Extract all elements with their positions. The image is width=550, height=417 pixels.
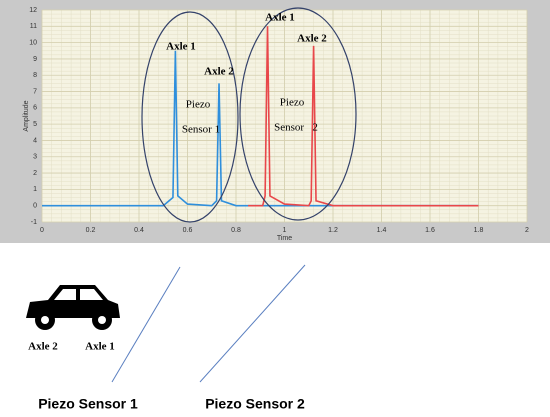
annotation: Axle 1 bbox=[265, 12, 295, 24]
y-tick-label: 9 bbox=[33, 56, 37, 63]
x-tick-label: 0.4 bbox=[134, 227, 144, 234]
car-label: Axle 2 bbox=[28, 341, 58, 353]
annotation: Piezo bbox=[186, 99, 211, 111]
x-axis-label: Time bbox=[277, 235, 292, 242]
y-tick-label: 1 bbox=[33, 186, 37, 193]
chart: 0 0.2 0.4 0.6 0.8 1 1.2 1.4 1.6 1.8 2-101234567891… bbox=[23, 7, 529, 242]
sensor-label: Piezo Sensor 1 bbox=[38, 396, 138, 412]
x-tick-label: 0 bbox=[40, 227, 44, 234]
annotation: Piezo bbox=[280, 97, 305, 109]
sensor-1-ring bbox=[141, 11, 239, 223]
car bbox=[26, 285, 120, 330]
y-tick-label: 5 bbox=[33, 121, 37, 128]
car-label: Axle 1 bbox=[85, 341, 115, 353]
y-tick-label: 6 bbox=[33, 105, 37, 112]
y-tick-label: 8 bbox=[33, 72, 37, 79]
y-tick-label: 10 bbox=[29, 39, 37, 46]
y-tick-label: 3 bbox=[33, 154, 37, 161]
x-tick-label: 1.2 bbox=[328, 227, 338, 234]
annotation: Sensor 2 bbox=[274, 122, 318, 134]
x-tick-label: 1 bbox=[283, 227, 287, 234]
annotation: Axle 1 bbox=[166, 41, 196, 53]
y-tick-label: 0 bbox=[33, 203, 37, 210]
sensor-label: Piezo Sensor 2 bbox=[205, 396, 305, 412]
y-tick-label: 7 bbox=[33, 88, 37, 95]
y-tick-label: -1 bbox=[31, 219, 37, 226]
y-tick-label: 2 bbox=[33, 170, 37, 177]
x-tick-label: 0.2 bbox=[86, 227, 96, 234]
annotation: Axle 2 bbox=[297, 33, 327, 45]
annotation: Axle 2 bbox=[204, 66, 234, 78]
y-tick-label: 11 bbox=[30, 23, 37, 30]
y-tick-label: 12 bbox=[29, 7, 37, 14]
sensor-2-ring bbox=[239, 7, 357, 221]
x-tick-label: 2 bbox=[525, 227, 529, 234]
x-tick-label: 1.8 bbox=[474, 227, 484, 234]
series-line bbox=[248, 26, 479, 207]
y-axis-label: Amplitude bbox=[23, 100, 30, 131]
y-tick-label: 4 bbox=[33, 137, 37, 144]
series-line bbox=[42, 50, 479, 207]
sensor-2-line bbox=[199, 264, 306, 383]
x-tick-label: 1.6 bbox=[425, 227, 435, 234]
x-tick-label: 0.6 bbox=[183, 227, 193, 234]
x-tick-label: 0.8 bbox=[231, 227, 241, 234]
annotation: Sensor 1 bbox=[182, 124, 220, 136]
x-tick-label: 1.4 bbox=[377, 227, 387, 234]
sensor-1-line bbox=[111, 266, 181, 383]
